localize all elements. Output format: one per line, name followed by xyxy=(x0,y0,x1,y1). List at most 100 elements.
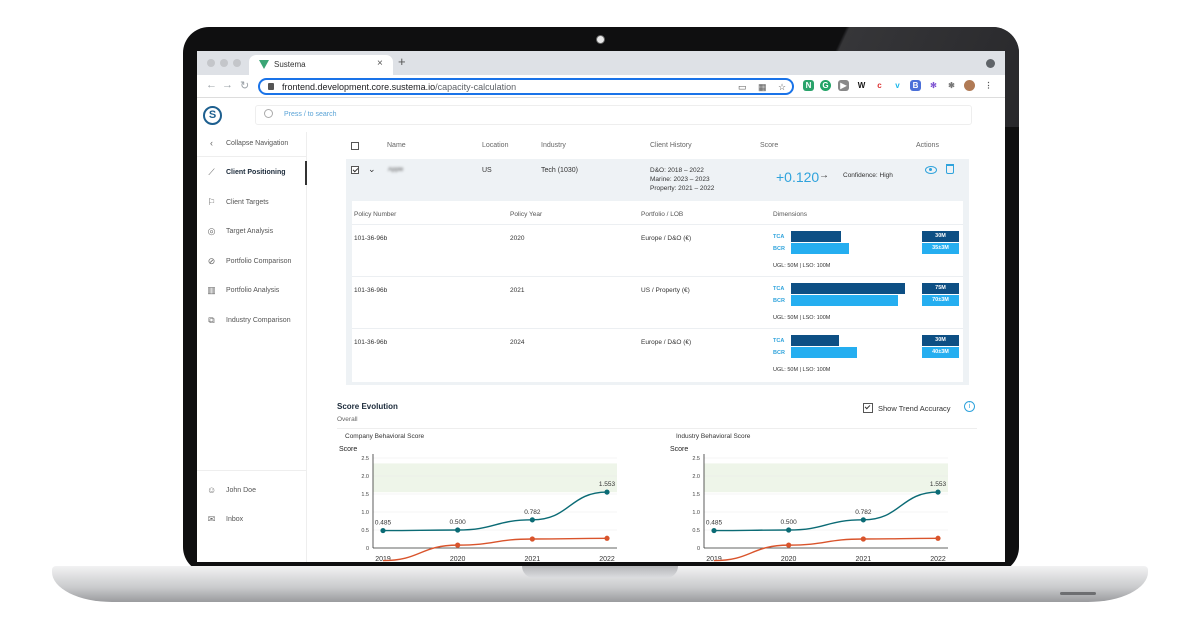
section-divider xyxy=(337,428,977,429)
data-point xyxy=(380,527,386,534)
data-label: 1.553 xyxy=(930,481,947,488)
policy-portfolio: Europe / D&O (€) xyxy=(641,235,692,242)
compare-icon: ⊘ xyxy=(207,256,216,266)
url-text: frontend.development.core.sustema.io/cap… xyxy=(282,82,517,92)
sidebar-item-portfolio-analysis[interactable]: ▥ Portfolio Analysis xyxy=(207,285,280,295)
policy-number: 101-36-96b xyxy=(354,287,388,294)
data-point xyxy=(860,517,866,523)
data-point xyxy=(604,535,610,541)
data-point xyxy=(455,527,461,533)
column-header-score[interactable]: Score xyxy=(760,142,779,149)
install-app-icon[interactable]: ▭ xyxy=(738,82,747,92)
expand-chevron-icon[interactable]: ⌄ xyxy=(368,164,376,174)
tab-search-icon[interactable] xyxy=(986,59,995,68)
extension-w-icon[interactable]: W xyxy=(856,80,867,91)
tca-value: 75M xyxy=(922,283,959,294)
line-chart-icon: ⟋ xyxy=(208,167,215,177)
data-point xyxy=(529,536,535,542)
sidebar-divider xyxy=(197,156,307,157)
extension-c-icon[interactable]: c xyxy=(874,80,885,91)
table-row[interactable]: ⌄ Apple US Tech (1030) D&O: 2018 – 2022 … xyxy=(346,159,969,199)
new-tab-icon[interactable]: + xyxy=(398,54,406,69)
search-input[interactable]: Press / to search xyxy=(255,105,972,125)
extension-g-icon[interactable]: G xyxy=(820,80,831,91)
data-point xyxy=(711,527,717,534)
policy-table: Policy Number Policy Year Portfolio / LO… xyxy=(352,201,963,382)
profile-avatar[interactable] xyxy=(964,80,975,91)
data-point xyxy=(604,489,610,495)
client-score: +0.120 xyxy=(776,169,820,185)
close-tab-icon[interactable]: × xyxy=(377,58,383,69)
extension-badge-icon[interactable]: B xyxy=(910,80,921,91)
client-history-property: Property: 2021 – 2022 xyxy=(650,185,715,192)
y-tick-label: 2.5 xyxy=(692,456,700,462)
data-label: 0.782 xyxy=(524,509,541,516)
y-tick-label: 1.0 xyxy=(361,510,369,516)
data-label: 1.553 xyxy=(599,481,616,488)
app-logo[interactable]: S xyxy=(203,106,222,125)
data-label: 0.500 xyxy=(781,519,798,526)
policy-row[interactable]: 101-36-96b 2020 Europe / D&O (€) TCA BCR 30M 3… xyxy=(352,224,963,276)
client-location: US xyxy=(482,167,492,174)
window-close-dot[interactable] xyxy=(207,59,215,67)
policy-row[interactable]: 101-36-96b 2024 Europe / D&O (€) TCA BCR 30M 4… xyxy=(352,328,963,380)
row-checkbox[interactable] xyxy=(351,166,359,174)
window-zoom-dot[interactable] xyxy=(233,59,241,67)
sidebar-item-portfolio-comparison[interactable]: ⊘ Portfolio Comparison xyxy=(207,256,292,266)
y-tick-label: 0 xyxy=(697,546,700,552)
column-header-industry[interactable]: Industry xyxy=(541,142,566,149)
delete-trash-icon[interactable] xyxy=(946,164,954,174)
info-icon[interactable]: i xyxy=(964,401,975,412)
bar-chart-icon: ▥ xyxy=(207,285,216,295)
mail-icon: ✉ xyxy=(207,514,216,524)
select-all-checkbox[interactable] xyxy=(351,142,359,150)
y-axis-label: Score xyxy=(670,446,688,453)
data-point xyxy=(455,542,461,548)
industry-behavioral-score-chart: 0 0.5 1.0 1.5 2.0 2.5 Score 2019 2020 2021 2022 0.4… xyxy=(670,446,948,562)
sidebar-item-target-analysis[interactable]: ◎ Target Analysis xyxy=(207,226,274,236)
extension-arrow-icon[interactable]: ▶ xyxy=(838,80,849,91)
bcr-label: BCR xyxy=(773,298,785,304)
data-label: 0.485 xyxy=(375,520,392,527)
column-header-name[interactable]: Name xyxy=(387,142,406,149)
y-tick-label: 0 xyxy=(366,546,369,552)
extensions-puzzle-icon[interactable]: ✱ xyxy=(946,80,957,91)
search-placeholder: Press / to search xyxy=(284,111,337,118)
extension-v-icon[interactable]: v xyxy=(892,80,903,91)
back-icon[interactable]: ← xyxy=(206,79,217,91)
sidebar-item-industry-comparison[interactable]: ⧉ Industry Comparison xyxy=(208,315,291,325)
policy-row[interactable]: 101-36-96b 2021 US / Property (€) TCA BCR 75M… xyxy=(352,276,963,328)
column-header-location[interactable]: Location xyxy=(482,142,509,149)
column-header-client-history[interactable]: Client History xyxy=(650,142,692,149)
sidebar-inbox[interactable]: ✉ Inbox xyxy=(207,514,244,524)
view-eye-icon[interactable] xyxy=(925,166,937,174)
lock-icon xyxy=(268,83,274,90)
sidebar-item-client-positioning[interactable]: ⟋ Client Positioning xyxy=(197,161,307,185)
reload-icon[interactable]: ↻ xyxy=(240,80,250,92)
address-bar-row: ← → ↻ frontend.development.core.sustema.… xyxy=(197,75,1005,98)
sidebar-user[interactable]: ☺ John Doe xyxy=(207,485,256,495)
sidebar-divider xyxy=(197,470,307,471)
x-tick-label: 2021 xyxy=(856,556,872,562)
sidebar-item-client-targets[interactable]: ⚐ Client Targets xyxy=(207,197,269,207)
extension-n-icon[interactable]: N xyxy=(803,80,814,91)
forward-icon[interactable]: → xyxy=(222,79,233,91)
base-groove xyxy=(1060,592,1096,595)
data-label: 0.485 xyxy=(706,520,723,527)
show-trend-accuracy-label[interactable]: Show Trend Accuracy xyxy=(878,404,951,413)
window-minimize-dot[interactable] xyxy=(220,59,228,67)
browser-tab[interactable]: Sustema × xyxy=(249,55,393,75)
browser-menu-icon[interactable]: ⋮ xyxy=(983,80,994,91)
extension-gear-icon[interactable]: ✻ xyxy=(928,80,939,91)
policy-year: 2021 xyxy=(510,287,525,294)
qr-code-icon[interactable]: ▦ xyxy=(758,82,767,92)
tca-value: 30M xyxy=(922,335,959,346)
url-input[interactable]: frontend.development.core.sustema.io/cap… xyxy=(258,78,794,95)
collapse-navigation-button[interactable]: ‹ Collapse Navigation xyxy=(197,132,307,156)
y-tick-label: 0.5 xyxy=(692,528,700,534)
y-tick-label: 1.5 xyxy=(692,492,700,498)
bookmark-star-icon[interactable]: ☆ xyxy=(778,82,787,92)
data-point xyxy=(860,536,866,542)
client-name[interactable]: Apple xyxy=(388,167,404,173)
show-trend-accuracy-checkbox[interactable] xyxy=(863,403,873,413)
